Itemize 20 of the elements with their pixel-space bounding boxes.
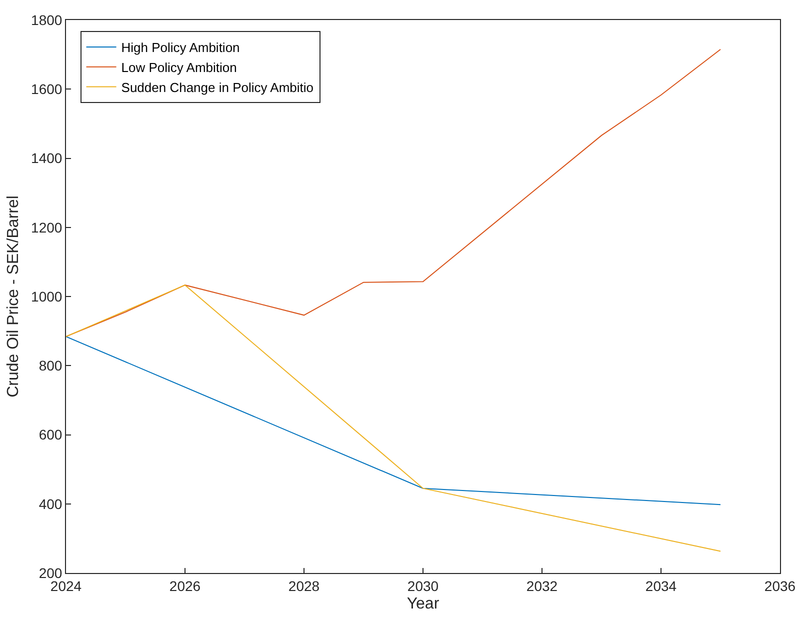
x-tick-label: 2028 xyxy=(288,578,320,594)
legend-label: High Policy Ambition xyxy=(121,40,240,56)
x-axis-title: Year xyxy=(406,596,440,612)
y-tick-label: 1800 xyxy=(31,12,62,28)
x-tick-label: 2032 xyxy=(526,578,558,594)
y-tick-label: 1200 xyxy=(31,219,62,236)
y-tick-label: 800 xyxy=(38,358,62,374)
legend-label: Low Policy Ambition xyxy=(121,60,237,75)
x-tick-label: 2034 xyxy=(645,578,677,594)
y-tick-label: 1600 xyxy=(31,81,62,98)
x-tick-label: 2036 xyxy=(764,578,796,594)
line-series xyxy=(66,284,721,552)
x-tick-label: 2026 xyxy=(169,578,201,594)
y-axis-title: Crude Oil Price - SEK/Barrel xyxy=(4,196,22,398)
legend-label: Sudden Change in Policy Ambitio xyxy=(121,80,314,95)
y-tick-label: 1000 xyxy=(31,288,62,304)
y-tick-label: 400 xyxy=(38,496,62,512)
x-tick-label: 2030 xyxy=(407,578,439,594)
y-tick-label: 600 xyxy=(38,426,62,443)
y-tick-label: 1400 xyxy=(31,150,62,166)
